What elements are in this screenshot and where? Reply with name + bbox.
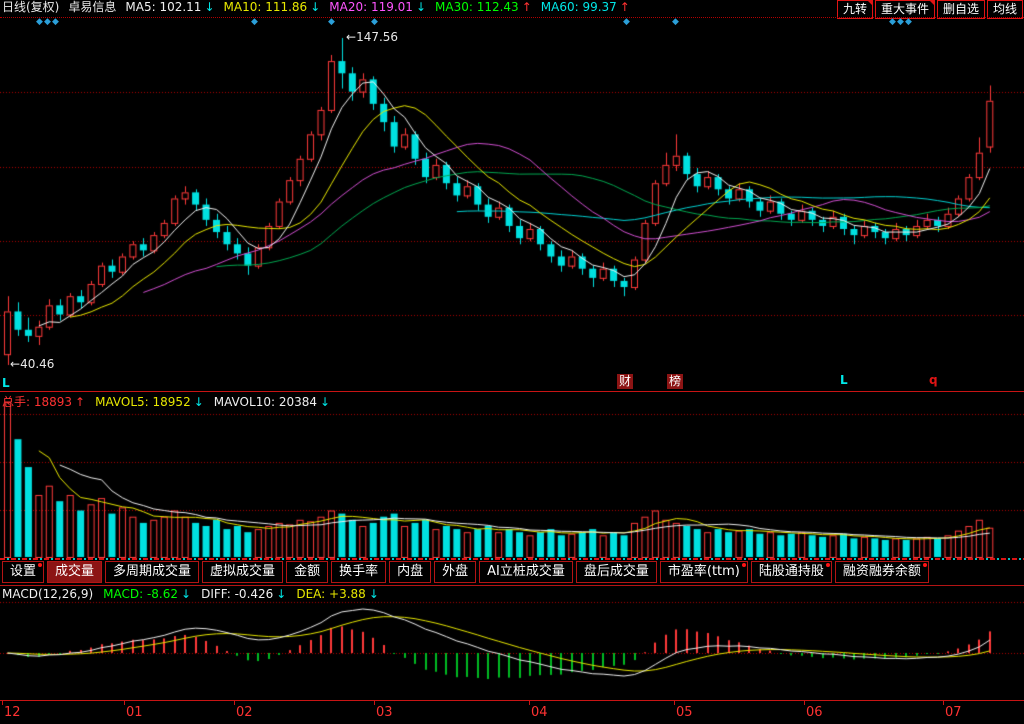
down-arrow-icon: ↓ bbox=[368, 587, 379, 601]
month-label: 04 bbox=[531, 705, 548, 720]
indicator-value: DEA: +3.88 bbox=[296, 587, 366, 601]
down-arrow-icon: ↓ bbox=[320, 394, 331, 409]
tab-volume[interactable]: 成交量 bbox=[47, 561, 103, 583]
tab-list: 设置 成交量 多周期成交量 虚拟成交量 金额 换手率 内盘 外盘 AI立桩成交量 盘后成交量 市盈率… bbox=[2, 561, 929, 583]
axis-tick bbox=[529, 701, 530, 705]
nine-turn-diamond-icon: ◆ bbox=[36, 17, 43, 27]
low-point-marker: L bbox=[2, 376, 10, 390]
low-price-value: 40.46 bbox=[20, 357, 55, 371]
month-label: 12 bbox=[4, 705, 21, 720]
indicator-value: MAVOL5: 18952 bbox=[95, 394, 191, 409]
nine-turn-diamond-icon: ◆ bbox=[52, 17, 59, 27]
indicator-value: MA10: 111.86 bbox=[223, 0, 308, 14]
top-dotted-gridline bbox=[0, 17, 1024, 18]
left-arrow-icon: ← bbox=[10, 357, 21, 371]
indicator-value: DIFF: -0.426 bbox=[201, 587, 274, 601]
axis-tick bbox=[2, 701, 3, 705]
finance-badge[interactable]: 财 bbox=[617, 374, 633, 389]
down-arrow-icon: ↓ bbox=[193, 394, 204, 409]
nine-turn-diamond-icon: ◆ bbox=[371, 17, 378, 27]
nine-turn-diamond-icon: ◆ bbox=[897, 17, 904, 27]
ma-lines-button[interactable]: 均线 bbox=[986, 0, 1023, 19]
indicator-value: MA20: 119.01 bbox=[329, 0, 413, 14]
down-arrow-icon: ↓ bbox=[276, 587, 287, 601]
nine-turn-diamond-icon: ◆ bbox=[251, 17, 258, 27]
nine-turn-diamond-icon: ◆ bbox=[44, 17, 51, 27]
tab-multi-period-volume[interactable]: 多周期成交量 bbox=[105, 561, 200, 583]
major-events-button[interactable]: 重大事件 bbox=[874, 0, 935, 19]
down-arrow-icon: ↓ bbox=[415, 0, 426, 14]
month-label: 01 bbox=[126, 705, 143, 720]
down-arrow-icon: ↓ bbox=[204, 0, 215, 14]
tab-settings[interactable]: 设置 bbox=[2, 561, 45, 583]
tab-pe-ttm[interactable]: 市盈率(ttm) bbox=[659, 561, 748, 583]
macd-chart[interactable] bbox=[0, 600, 1024, 700]
down-arrow-icon: ↓ bbox=[181, 587, 192, 601]
tab-northbound-holdings[interactable]: 陆股通持股 bbox=[750, 561, 832, 583]
q-signal-marker: q bbox=[929, 373, 938, 387]
indicator-value: MA60: 99.37 bbox=[540, 0, 617, 14]
pane-separator bbox=[0, 391, 1024, 392]
month-label: 03 bbox=[376, 705, 393, 720]
l-signal-marker: L bbox=[840, 373, 848, 387]
nine-turn-diamond-icon: ◆ bbox=[623, 17, 630, 27]
up-arrow-icon: ↑ bbox=[75, 394, 86, 409]
axis-tick bbox=[674, 701, 675, 705]
month-label: 06 bbox=[806, 705, 823, 720]
ma-indicator-list: MA5: 102.11 ↓ MA10: 111.86 ↓ MA20: 119.01 ↓ MA… bbox=[125, 0, 629, 15]
ranking-badge[interactable]: 榜 bbox=[667, 374, 683, 389]
indicator-value: MAVOL10: 20384 bbox=[213, 394, 317, 409]
month-label: 05 bbox=[676, 705, 693, 720]
tab-bar-top-strip bbox=[0, 558, 1024, 560]
tab-ai-pillar-volume[interactable]: AI立桩成交量 bbox=[479, 561, 573, 583]
indicator-value: 总手: 18893 bbox=[2, 395, 73, 409]
macd-params-label: MACD(12,26,9) bbox=[2, 587, 94, 601]
remove-watchlist-button[interactable]: 删自选 bbox=[936, 0, 985, 19]
top-indicator-bar: 日线(复权) 卓易信息 MA5: 102.11 ↓ MA10: 111.86 ↓ MA2… bbox=[0, 0, 1024, 19]
month-label: 02 bbox=[236, 705, 253, 720]
macd-header: MACD(12,26,9) MACD: -8.62 ↓ DIFF: -0.426 ↓ DE… bbox=[2, 587, 379, 601]
up-arrow-icon: ↑ bbox=[619, 0, 630, 14]
month-label: 07 bbox=[945, 705, 962, 720]
tab-inner-disc[interactable]: 内盘 bbox=[389, 561, 432, 583]
top-bar-left: 日线(复权) 卓易信息 MA5: 102.11 ↓ MA10: 111.86 ↓ MA2… bbox=[2, 0, 630, 15]
axis-tick bbox=[804, 701, 805, 705]
axis-tick bbox=[124, 701, 125, 705]
up-arrow-icon: ↑ bbox=[521, 0, 532, 14]
time-axis: 12 01 02 03 04 05 06 07 bbox=[0, 700, 1024, 724]
main-candlestick-chart[interactable] bbox=[0, 28, 1024, 390]
left-arrow-icon: ← bbox=[346, 30, 357, 44]
tab-virtual-volume[interactable]: 虚拟成交量 bbox=[202, 561, 284, 583]
tab-outer-disc[interactable]: 外盘 bbox=[434, 561, 477, 583]
top-button-group: 九转 重大事件 删自选 均线 bbox=[835, 0, 1023, 19]
nine-turn-diamond-icon: ◆ bbox=[672, 17, 679, 27]
indicator-value: MA5: 102.11 bbox=[125, 0, 202, 14]
stock-name: 卓易信息 bbox=[68, 0, 117, 14]
tab-turnover-rate[interactable]: 换手率 bbox=[331, 561, 387, 583]
high-price-value: 147.56 bbox=[356, 30, 399, 44]
tab-after-hours-volume[interactable]: 盘后成交量 bbox=[575, 561, 657, 583]
low-price-annotation: ←40.46 bbox=[10, 357, 54, 371]
axis-tick bbox=[234, 701, 235, 705]
indicator-value: MA30: 112.43 bbox=[435, 0, 519, 14]
volume-chart[interactable] bbox=[0, 397, 1024, 558]
indicator-value: MACD: -8.62 bbox=[103, 587, 179, 601]
down-arrow-icon: ↓ bbox=[310, 0, 321, 14]
axis-tick bbox=[374, 701, 375, 705]
tab-bar-bottom-line bbox=[0, 585, 1024, 586]
tab-amount[interactable]: 金额 bbox=[286, 561, 329, 583]
high-price-annotation: ←147.56 bbox=[346, 30, 398, 44]
period-label: 日线(复权) bbox=[2, 0, 60, 14]
nine-turn-diamond-icon: ◆ bbox=[905, 17, 912, 27]
axis-tick bbox=[943, 701, 944, 705]
indicator-tab-bar: 设置 成交量 多周期成交量 虚拟成交量 金额 换手率 内盘 外盘 AI立桩成交量 盘后成交量 市盈率… bbox=[0, 558, 1024, 585]
tab-margin-balance[interactable]: 融资融券余额 bbox=[834, 561, 929, 583]
volume-header: 总手: 18893 ↑ MAVOL5: 18952 ↓ MAVOL10: 20384 ↓ bbox=[2, 393, 330, 410]
nine-turn-button[interactable]: 九转 bbox=[836, 0, 873, 19]
nine-turn-diamond-icon: ◆ bbox=[328, 17, 335, 27]
nine-turn-diamond-icon: ◆ bbox=[889, 17, 896, 27]
